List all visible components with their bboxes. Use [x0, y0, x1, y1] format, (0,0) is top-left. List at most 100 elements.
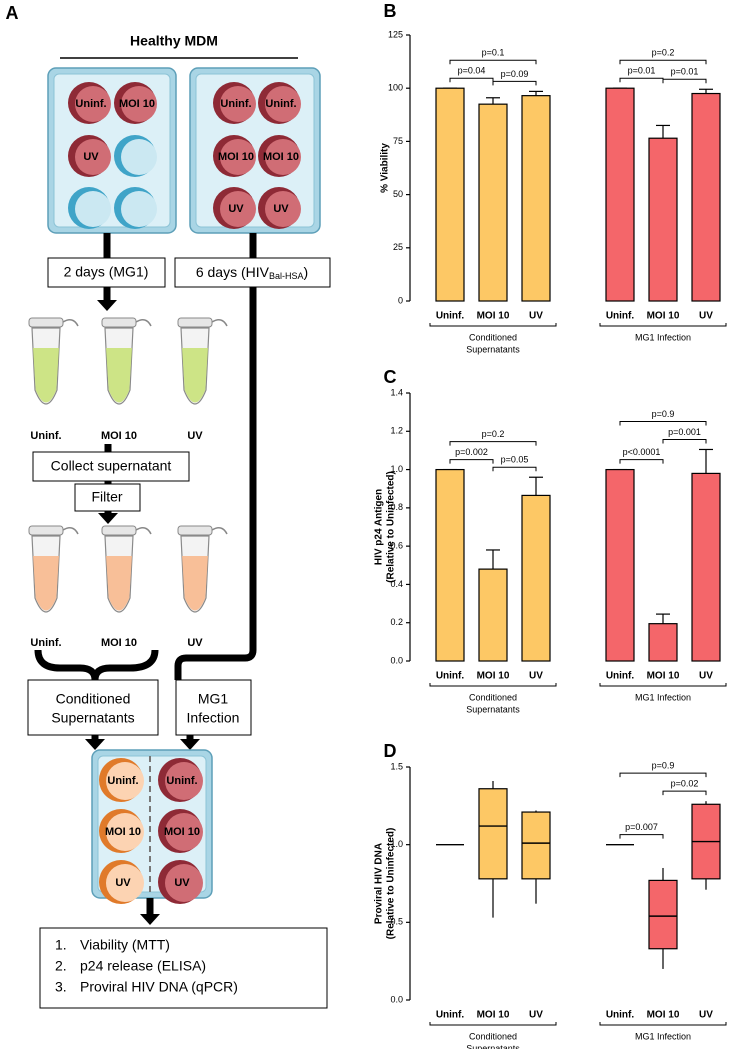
p-value: p<0.0001	[623, 447, 661, 457]
well-label: Uninf.	[220, 98, 251, 110]
group-label: MG1 Infection	[635, 332, 691, 342]
step-box	[47, 257, 166, 288]
bar	[605, 87, 635, 302]
tube-hinge	[62, 319, 79, 327]
significance-bracket	[619, 834, 664, 839]
well-fill	[106, 864, 144, 902]
p-value: p=0.1	[482, 48, 505, 58]
group-label: Conditioned	[469, 1031, 517, 1041]
p-value: p=0.01	[628, 66, 656, 76]
x-tick-label: UV	[529, 311, 543, 322]
step-label: Infection	[187, 710, 240, 726]
bar	[648, 137, 678, 302]
box	[478, 788, 508, 880]
tube-hinge	[135, 527, 152, 535]
tube-cap	[101, 317, 137, 328]
y-tick-label: 1.2	[390, 426, 403, 436]
y-tick-label: 0.2	[390, 617, 403, 627]
readout-text: p24 release (ELISA)	[80, 958, 206, 974]
tube-hinge	[62, 527, 79, 535]
well-label: MOI 10	[119, 98, 155, 110]
group-bracket	[599, 1022, 727, 1026]
x-tick-label: MOI 10	[647, 671, 680, 682]
well-fill	[75, 191, 111, 227]
group-label: Conditioned	[469, 332, 517, 342]
significance-bracket	[662, 438, 707, 444]
well-label: Uninf.	[265, 98, 296, 110]
box	[648, 879, 678, 950]
readout-number: 3.	[55, 979, 67, 995]
tube-label: UV	[187, 430, 203, 442]
p-value: p=0.9	[652, 761, 675, 771]
group-bracket	[429, 323, 557, 327]
well-label: Uninf.	[107, 775, 138, 787]
well-fill	[75, 86, 111, 122]
significance-bracket	[619, 77, 664, 83]
well-fill	[265, 191, 301, 227]
y-tick-label: 1.0	[390, 464, 403, 474]
y-tick-label: 1.0	[390, 839, 403, 849]
tube-cap	[177, 317, 213, 328]
x-tick-label: MOI 10	[477, 671, 510, 682]
x-tick-label: UV	[699, 311, 713, 322]
step-box	[74, 483, 141, 512]
well-fill	[220, 139, 256, 175]
step-label: 6 days (HIVBal-HSA)	[196, 264, 308, 282]
tube-label: MOI 10	[101, 430, 137, 442]
p-value: p=0.01	[671, 67, 699, 77]
step-box	[39, 927, 328, 1009]
bar	[435, 87, 465, 302]
diagram-title: Healthy MDM	[130, 33, 218, 49]
significance-bracket	[619, 459, 664, 464]
tube-cap	[28, 317, 64, 328]
p-value: p=0.001	[668, 427, 701, 437]
arrow-head	[140, 914, 160, 925]
y-tick-label: 1.4	[390, 387, 403, 397]
y-tick-label: 0.6	[390, 541, 403, 551]
bar	[605, 468, 635, 662]
group-label: MG1 Infection	[635, 692, 691, 702]
group-bracket	[429, 683, 557, 687]
y-tick-label: 125	[388, 29, 403, 39]
step-subscript: Bal-HSA	[269, 271, 304, 281]
step-box	[32, 451, 190, 482]
well-fill	[165, 762, 203, 800]
arrow-head	[98, 513, 118, 524]
tube-liquid	[182, 556, 208, 611]
tube-label: UV	[187, 637, 203, 649]
tube-cap	[101, 525, 137, 536]
group-label: MG1 Infection	[635, 1031, 691, 1041]
well-label: MOI 10	[218, 151, 254, 163]
p-value: p=0.007	[625, 822, 658, 832]
x-tick-label: MOI 10	[647, 311, 680, 322]
well-fill	[121, 86, 157, 122]
significance-bracket	[619, 772, 707, 778]
p-value: p=0.09	[501, 69, 529, 79]
well-label: UV	[115, 877, 131, 889]
readout-text: Viability (MTT)	[80, 937, 170, 953]
well-label: UV	[228, 203, 244, 215]
x-tick-label: Uninf.	[436, 671, 465, 682]
arrow-head	[85, 739, 105, 750]
tube-liquid	[106, 348, 132, 403]
p-value: p=0.04	[458, 66, 486, 76]
readout-text: Proviral HIV DNA (qPCR)	[80, 979, 238, 995]
bar	[478, 568, 508, 662]
significance-bracket	[449, 441, 537, 446]
step-label: Collect supernatant	[51, 458, 172, 474]
step-box	[174, 257, 331, 288]
bar	[691, 92, 721, 302]
significance-bracket	[449, 77, 494, 83]
y-tick-label: 0.0	[390, 994, 403, 1004]
readout-number: 1.	[55, 937, 67, 953]
well-fill	[106, 762, 144, 800]
p-value: p=0.2	[482, 429, 505, 439]
box	[521, 811, 551, 880]
well-fill	[265, 139, 301, 175]
connector	[174, 287, 257, 680]
bar	[521, 494, 551, 662]
group-label: Supernatants	[466, 344, 520, 354]
x-tick-label: Uninf.	[436, 311, 465, 322]
x-tick-label: UV	[529, 671, 543, 682]
well-fill	[75, 139, 111, 175]
